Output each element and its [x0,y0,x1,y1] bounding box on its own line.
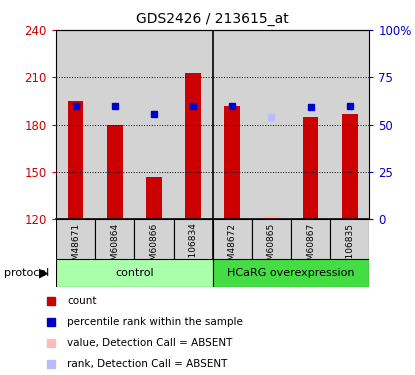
Bar [213,219,252,259]
Bar [107,124,122,219]
Bar [330,219,369,259]
Text: count: count [67,296,97,306]
Text: ▶: ▶ [39,266,49,279]
Text: GSM106835: GSM106835 [345,222,354,278]
Bar [95,30,134,219]
Text: control: control [115,268,154,278]
Text: GSM106834: GSM106834 [188,222,198,278]
Text: GSM48672: GSM48672 [228,222,237,272]
Bar [291,219,330,259]
Bar [56,30,95,219]
Bar [252,219,291,259]
Text: percentile rank within the sample: percentile rank within the sample [67,317,243,327]
Text: GSM60866: GSM60866 [149,222,159,272]
Bar [303,117,318,219]
Bar [264,216,279,219]
Text: GSM60865: GSM60865 [267,222,276,272]
Text: protocol: protocol [4,268,49,278]
Bar [68,101,83,219]
Bar [56,219,95,259]
Bar [95,219,134,259]
Bar [134,219,173,259]
Bar [185,73,201,219]
Text: HCaRG overexpression: HCaRG overexpression [227,268,355,278]
Bar [173,219,213,259]
Bar [342,114,358,219]
Bar [330,30,369,219]
Bar [291,30,330,219]
Bar [56,259,213,287]
Bar [134,30,173,219]
Bar [252,30,291,219]
Bar [173,30,213,219]
Text: GSM60864: GSM60864 [110,222,119,272]
Title: GDS2426 / 213615_at: GDS2426 / 213615_at [136,12,289,26]
Text: value, Detection Call = ABSENT: value, Detection Call = ABSENT [67,338,232,348]
Text: GSM60867: GSM60867 [306,222,315,272]
Bar [225,106,240,219]
Text: GSM48671: GSM48671 [71,222,80,272]
Text: rank, Detection Call = ABSENT: rank, Detection Call = ABSENT [67,360,227,369]
Bar [213,30,252,219]
Bar [213,259,369,287]
Bar [146,177,162,219]
